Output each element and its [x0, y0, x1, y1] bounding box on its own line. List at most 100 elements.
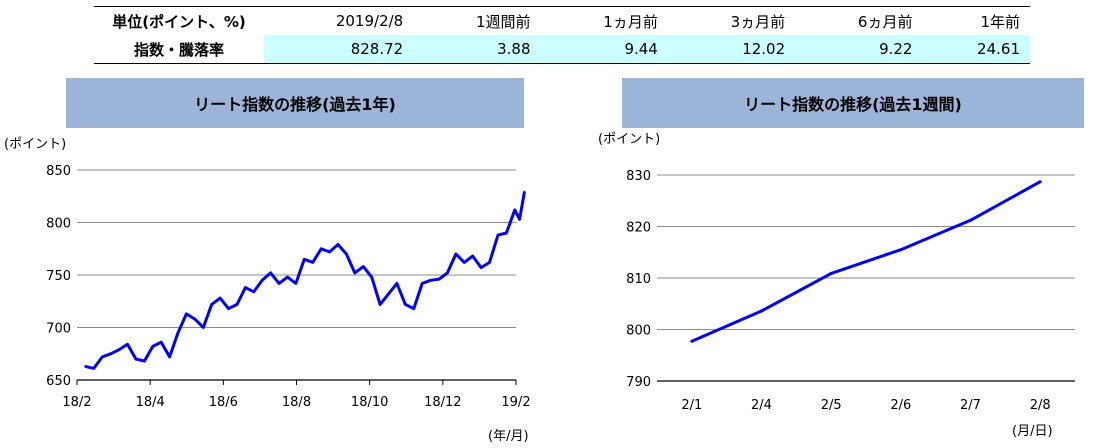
chart-1-data-point: [345, 252, 348, 256]
chart-2-x-tick-label: 2/4: [751, 398, 772, 413]
year1-change-cell: 24.61: [922, 35, 1030, 64]
date-header-cell: 2019/2/8: [264, 6, 414, 35]
chart-1-x-tick-label: 18/10: [351, 395, 388, 410]
chart-1-data-point: [454, 252, 458, 256]
chart-1-data-point: [463, 261, 466, 264]
chart-2-x-tick-label: 2/5: [821, 398, 842, 413]
chart-1-data-point: [320, 247, 323, 250]
year1-header-cell: 1年前: [922, 6, 1030, 35]
month6-change-cell: 9.22: [795, 35, 923, 64]
chart-1-data-point: [387, 292, 390, 296]
chart-1-y-tick-label: 650: [46, 374, 71, 389]
chart-1-data-point: [277, 282, 281, 285]
chart-1-data-point: [294, 282, 298, 285]
chart-1-data-point: [218, 296, 222, 300]
chart-2-y-axis-label: (ポイント): [598, 132, 660, 147]
chart-1-x-tick-label: 18/6: [209, 395, 238, 410]
chart-1-data-point: [395, 282, 399, 285]
chart-1-data-point: [210, 303, 213, 306]
chart-1-data-point: [370, 275, 373, 279]
chart-1-data-point: [185, 312, 188, 316]
chart-1-data-point: [134, 357, 138, 361]
chart-1-series-line: [85, 191, 526, 370]
chart-1-x-tick-label: 18/12: [424, 395, 461, 410]
chart-1-x-axis-label: (年/月): [488, 429, 529, 444]
chart-1-data-point: [429, 279, 432, 282]
chart-1-data-point: [117, 348, 121, 351]
chart-1-data-point: [193, 317, 197, 321]
chart-2-x-axis-label: (月/日): [1012, 424, 1053, 439]
chart-1-data-point: [505, 231, 508, 235]
month3-header-cell: 3ヵ月前: [667, 6, 796, 35]
week-change-cell: 3.88: [413, 35, 541, 64]
chart-1-data-point: [523, 190, 526, 194]
chart-1-data-point: [286, 275, 289, 279]
chart-2-x-tick-label: 2/6: [890, 398, 911, 413]
chart-1-x-tick-label: 18/8: [282, 395, 311, 410]
chart-1-data-point: [303, 258, 306, 261]
chart-1-data-point: [176, 331, 180, 334]
unit-header-cell: 単位(ポイント、%): [94, 6, 264, 35]
chart-1-data-point: [446, 271, 449, 275]
chart-1-data-point: [202, 326, 205, 329]
chart-2-y-tick-label: 830: [626, 169, 651, 184]
chart-1-x-tick-label: 18/4: [136, 395, 165, 410]
chart-1-data-point: [471, 254, 474, 258]
chart-1-data-point: [311, 261, 314, 264]
chart-1-data-point: [269, 271, 272, 275]
chart-1-year: 650 700 750 800 850 (ポイント) (年/月) 18/2 18/4 18/6 18…: [4, 137, 531, 444]
chart-2-data-point: [760, 309, 763, 313]
table-header-row: 単位(ポイント、%) 2019/2/8 1週間前 1ヵ月前 3ヵ月前 6ヵ月前 …: [94, 6, 1030, 35]
month3-change-cell: 12.02: [667, 35, 796, 64]
chart-2-x-tick-label: 2/7: [960, 398, 981, 413]
chart-1-data-point: [160, 341, 163, 344]
chart-1-data-point: [92, 367, 96, 370]
chart-1-data-point: [421, 282, 424, 285]
table-value-row: 指数・騰落率 828.72 3.88 9.44 12.02 9.22 24.61: [94, 35, 1030, 64]
chart-1-x-tick-label: 19/2: [501, 395, 530, 410]
chart-2-y-tick-label: 800: [626, 324, 651, 339]
chart-1-data-point: [412, 307, 415, 310]
chart-1-data-point: [513, 208, 516, 212]
chart-1-y-tick-label: 750: [46, 269, 71, 284]
chart-2-data-point: [969, 218, 972, 222]
chart-1-data-point: [101, 355, 104, 359]
chart-2-data-point: [690, 339, 694, 343]
chart-1-data-point: [261, 279, 264, 282]
chart-1-y-axis-label: (ポイント): [4, 137, 66, 152]
chart-2-y-tick-label: 790: [626, 375, 651, 390]
chart-1-data-point: [109, 352, 112, 355]
chart-1-x-tick-label: 18/2: [62, 395, 91, 410]
chart-1-y-tick-label: 850: [46, 164, 71, 179]
chart-1-data-point: [353, 271, 356, 275]
chart-1-data-point: [488, 261, 491, 264]
chart-1-data-point: [151, 345, 154, 348]
month6-header-cell: 6ヵ月前: [795, 6, 923, 35]
chart-1-data-point: [244, 286, 247, 289]
chart-1-data-point: [404, 303, 407, 306]
chart-1-data-point: [479, 266, 483, 269]
chart-2-y-tick-label: 810: [626, 272, 651, 287]
chart-1-data-point: [328, 250, 331, 254]
chart-2-data-point: [829, 271, 833, 275]
chart-1-data-point: [227, 307, 230, 310]
chart-2-y-tick-label: 820: [626, 221, 651, 236]
week-header-cell: 1週間前: [413, 6, 541, 35]
month1-change-cell: 9.44: [540, 35, 668, 64]
chart-1-data-point: [235, 303, 239, 306]
chart-1-data-point: [143, 359, 146, 363]
chart-2-title: リート指数の推移(過去1週間): [622, 78, 1084, 128]
chart-2-x-tick-label: 2/8: [1030, 398, 1051, 413]
chart-2-series-line: [691, 180, 1041, 343]
summary-table: 単位(ポイント、%) 2019/2/8 1週間前 1ヵ月前 3ヵ月前 6ヵ月前 …: [94, 6, 1030, 64]
chart-1-data-point: [362, 265, 365, 268]
chart-1-data-point: [437, 278, 441, 281]
chart-1-y-tick-label: 800: [46, 217, 71, 232]
chart-1-data-point: [378, 303, 382, 306]
index-value-cell: 828.72: [264, 35, 414, 64]
chart-2-data-point: [1038, 180, 1042, 184]
month1-header-cell: 1ヵ月前: [540, 6, 668, 35]
chart-1-title: リート指数の推移(過去1年): [66, 78, 524, 128]
chart-1-data-point: [336, 243, 340, 246]
